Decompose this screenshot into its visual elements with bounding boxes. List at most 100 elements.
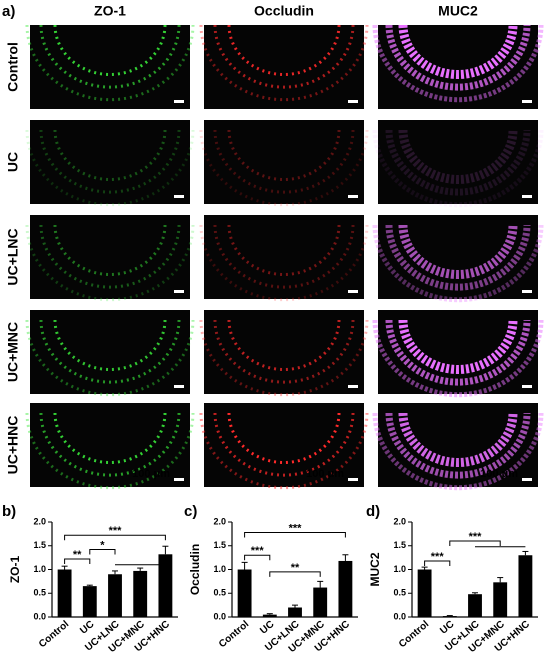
y-tick-label: 0.0 — [33, 611, 46, 621]
y-tick-label: 1.0 — [33, 564, 46, 574]
y-axis-label: ZO-1 — [8, 556, 22, 584]
y-tick-label: 1.0 — [213, 564, 226, 574]
x-tick-label: UC — [438, 619, 456, 637]
tissue-pattern — [39, 224, 181, 289]
y-tick-label: 0.5 — [213, 588, 226, 598]
tissue-pattern — [372, 129, 544, 208]
y-tick-label: 0.0 — [393, 611, 406, 621]
significance-label: * — [100, 539, 105, 551]
tissue-pattern — [39, 412, 181, 477]
y-tick-label: 0.5 — [393, 588, 406, 598]
y-tick-label: 1.5 — [213, 540, 226, 550]
tissue-pattern — [385, 412, 531, 479]
x-tick-label: Control — [217, 619, 251, 650]
tissue-pattern — [372, 412, 544, 491]
scale-bar — [174, 478, 184, 481]
tissue-pattern — [385, 129, 531, 196]
scale-bar-label: 100 μm — [306, 468, 344, 480]
significance-bracket — [449, 540, 501, 546]
bar — [417, 569, 432, 617]
tissue-pattern — [213, 129, 355, 194]
significance-bracket — [269, 571, 321, 577]
significance-label: ** — [291, 562, 300, 574]
significance-bracket — [64, 534, 166, 541]
bar — [158, 554, 173, 617]
tissue-pattern — [372, 319, 544, 398]
significance-bracket — [89, 549, 116, 555]
bar — [108, 574, 122, 617]
bar — [338, 560, 353, 617]
tissue-pattern — [398, 412, 518, 467]
significance-bracket — [244, 554, 271, 561]
micrograph — [204, 310, 364, 394]
micrograph — [30, 25, 190, 109]
significance-bracket — [424, 560, 451, 566]
significance-label: *** — [431, 551, 445, 563]
row-label: UC+HNC — [5, 416, 21, 475]
y-tick-label: 2.0 — [33, 516, 46, 526]
y-tick-label: 0.0 — [213, 611, 226, 621]
tissue-pattern — [213, 24, 355, 89]
tissue-pattern — [398, 224, 518, 279]
bar — [82, 586, 97, 617]
micrograph — [30, 215, 190, 299]
tissue-pattern — [398, 129, 518, 184]
tissue-pattern — [213, 412, 355, 477]
bar — [133, 570, 148, 617]
tissue-pattern — [39, 129, 181, 194]
y-tick-label: 1.0 — [393, 564, 406, 574]
micrograph — [204, 120, 364, 204]
bar — [468, 594, 482, 617]
bar — [288, 607, 302, 617]
scale-bar — [522, 100, 532, 103]
x-tick-label: Control — [397, 619, 431, 650]
scale-bar — [522, 290, 532, 293]
row-label: UC+MNC — [5, 322, 21, 382]
tissue-pattern — [385, 319, 531, 386]
significance-label: ** — [73, 549, 82, 561]
bar — [518, 555, 533, 617]
tissue-pattern — [39, 319, 181, 384]
bar — [493, 582, 508, 617]
tissue-pattern — [385, 24, 531, 91]
y-tick-label: 1.5 — [33, 540, 46, 550]
tissue-pattern — [372, 224, 544, 303]
significance-label: *** — [469, 531, 483, 543]
column-header: ZO-1 — [94, 3, 126, 19]
tissue-pattern — [213, 224, 355, 289]
scale-bar — [174, 100, 184, 103]
tissue-pattern — [372, 24, 544, 103]
significance-label: *** — [289, 522, 303, 534]
panel-label: c) — [184, 503, 197, 520]
bar — [313, 587, 328, 617]
bar — [237, 569, 252, 617]
scale-bar — [174, 195, 184, 198]
tissue-pattern — [398, 24, 518, 79]
y-tick-label: 2.0 — [393, 516, 406, 526]
significance-label: *** — [109, 525, 123, 537]
significance-label: *** — [251, 545, 265, 557]
y-tick-label: 1.5 — [393, 540, 406, 550]
tissue-pattern — [39, 24, 181, 89]
y-tick-label: 0.5 — [33, 588, 46, 598]
micrograph — [204, 403, 364, 487]
significance-bracket — [244, 531, 346, 538]
panel-label: d) — [366, 503, 380, 520]
y-axis-label: Occludin — [188, 544, 202, 595]
panel-label: a) — [2, 3, 15, 20]
scale-bar — [348, 195, 358, 198]
bar — [442, 616, 457, 617]
x-tick-label: UC — [258, 619, 276, 637]
scale-bar — [348, 290, 358, 293]
row-label: UC — [5, 152, 21, 172]
scale-bar — [348, 385, 358, 388]
micrograph — [30, 403, 190, 487]
micrograph — [30, 120, 190, 204]
y-tick-label: 2.0 — [213, 516, 226, 526]
micrograph — [378, 120, 538, 204]
x-tick-label: Control — [37, 619, 71, 650]
x-tick-label: UC — [78, 619, 96, 637]
tissue-pattern — [213, 319, 355, 384]
